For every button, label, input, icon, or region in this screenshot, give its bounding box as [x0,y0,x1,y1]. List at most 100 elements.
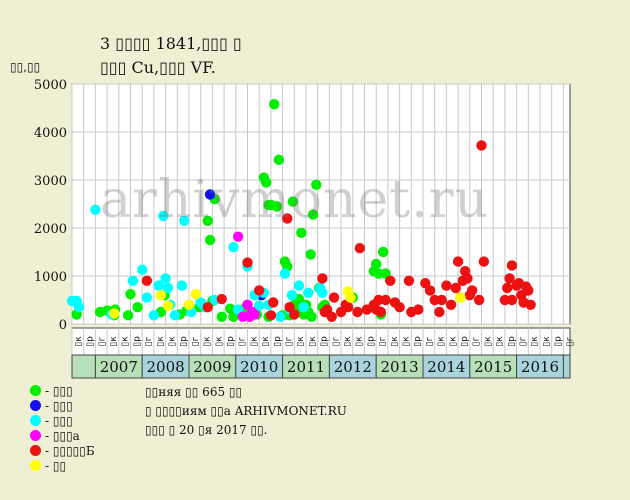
quarter-label: ▯г [238,336,248,346]
legend-label: - ▯▯▯ [45,413,73,428]
y-tick-label: 0 [59,318,67,333]
quarter-label: ▯к [390,336,400,347]
quarter-label: ▯к [156,336,166,347]
cyan-dot-icon [30,415,41,426]
data-point-yellow [190,289,202,300]
quarter-label: ▯р [320,336,330,347]
data-point-cyan [127,275,139,286]
quarter-label: ▯к [261,336,271,347]
data-point-cyan [275,311,286,322]
quarter-label: ▯к [249,336,259,347]
data-point-cyan [158,210,169,222]
quarter-label: ▯к [495,336,505,347]
quarter-label: ▯к [121,336,131,347]
data-point-red [216,293,227,305]
quarter-label: ▯к [355,336,365,347]
data-point-red [504,273,515,284]
legend-item-cyan: - ▯▯▯ [30,413,95,428]
data-point-red [202,302,213,313]
year-label: 2016 [521,358,559,376]
quarter-label: ▯р [366,336,376,347]
quarter-label: ▯к [401,336,411,347]
note-average: ▯▯няя ▯▯ 665 ▯▯ [145,385,243,399]
data-point-blue [204,189,216,200]
data-point-green [378,246,389,258]
year-label: 2014 [427,358,465,376]
legend-item-magenta: - ▯▯▯а [30,428,95,443]
data-point-cyan [286,290,298,301]
data-point-cyan [137,264,148,275]
quarter-label: ▯г [284,336,294,346]
data-point-yellow [155,290,167,301]
data-point-red [254,285,265,296]
red-dot-icon [30,445,41,456]
data-point-red [265,310,277,321]
data-point-red [434,306,445,318]
data-point-red [282,213,293,224]
data-point-yellow [162,300,174,311]
data-point-red [328,292,340,303]
data-point-green [273,154,285,166]
quarter-label: ▯г [144,336,154,346]
data-point-red [506,294,518,306]
quarter-label: ▯к [343,336,353,347]
quarter-label: ▯р [226,336,236,347]
data-point-red [476,140,487,151]
data-point-cyan [303,287,314,298]
data-point-cyan [293,280,305,291]
data-point-cyan [279,268,291,279]
data-point-green [307,209,319,220]
quarter-row [71,327,571,356]
legend-label: - ▯▯▯а [45,428,80,443]
data-point-red [141,275,153,286]
data-point-red [525,299,536,310]
grid [71,83,570,325]
quarter-label: ▯к [308,336,318,347]
data-point-magenta [249,309,260,320]
data-point-yellow [345,292,356,303]
data-point-red [450,282,461,294]
data-point-red [441,280,452,291]
data-point-red [466,285,478,296]
data-point-green [204,234,216,246]
year-label: 2008 [147,358,185,376]
legend-label: - ▯▯▯▯▯Б [45,443,95,458]
quarter-label: ▯р [86,336,96,347]
chart-title-line-1: 3 ▯▯▯▯ 1841,▯▯▯ ▯ [100,34,242,53]
legend-item-yellow: - ▯▯ [30,458,95,473]
data-point-cyan [153,280,164,291]
data-point-red [375,306,387,318]
data-point-red [523,285,534,296]
data-point-red [445,299,457,310]
data-point-red [354,242,366,254]
chart-title-line-2: ▯▯▯ Cu,▯▯▯ VF. [100,58,216,77]
data-point-green [268,98,280,110]
data-point-red [502,282,513,294]
quarter-label: ▯к [109,336,119,347]
data-point-red [478,256,490,267]
quarter-label: ▯г [378,336,388,346]
quarter-label: ▯к [437,336,447,347]
quarter-label: ▯к [203,336,213,347]
data-point-red [436,294,447,306]
data-point-red [317,273,328,284]
quarter-label: ▯к [483,336,493,347]
legend-item-blue: - ▯▯▯ [30,398,95,413]
data-point-cyan [162,282,174,294]
data-point-cyan [179,215,190,226]
data-point-red [268,297,279,308]
note-source: ▯ ▯▯▯▯иям ▯▯а ARHIVMONET.RU [145,404,347,418]
year-label: 2015 [474,358,512,376]
data-point-red [462,273,473,284]
quarter-label: ▯к [74,336,84,347]
data-point-red [380,294,391,306]
year-label: 2010 [240,358,278,376]
quarter-label: ▯г [97,336,107,346]
data-point-cyan [73,302,85,313]
yellow-dot-icon [30,460,41,471]
x-axis: ▯к ▯р ▯г ▯к ▯к ▯р ▯г ▯к ▯к ▯р ▯г ▯к ▯к ▯р ▯г ▯к ▯к ▯р ▯г ▯к… [71,327,575,379]
quarter-label: ▯к [530,336,540,347]
quarter-label: ▯р [273,336,283,347]
quarter-label: ▯р [179,336,189,347]
quarter-label: ▯р [413,336,423,347]
